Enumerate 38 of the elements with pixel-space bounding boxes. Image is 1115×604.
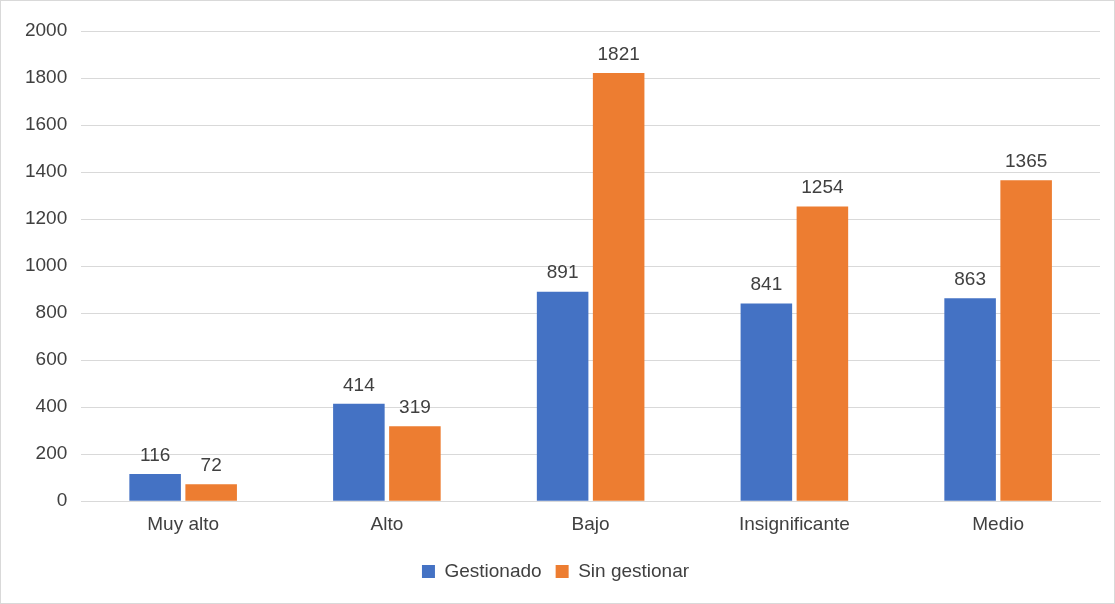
bar	[129, 473, 181, 501]
data-label: 891	[546, 261, 579, 283]
bar	[592, 73, 645, 501]
x-tick-label: Alto	[370, 512, 404, 534]
data-label: 863	[954, 268, 986, 290]
bar	[389, 426, 441, 501]
bar	[536, 291, 589, 501]
y-tick-label: 1600	[24, 113, 68, 135]
y-tick-label: 1200	[24, 207, 68, 229]
data-label: 72	[200, 454, 222, 476]
x-tick-label: Insignificante	[738, 512, 850, 534]
data-label: 116	[139, 443, 171, 465]
y-tick-label: 400	[35, 395, 68, 417]
bar	[333, 403, 385, 501]
y-tick-label: 200	[35, 442, 68, 464]
data-label: 319	[399, 395, 431, 417]
x-tick-label: Bajo	[571, 512, 610, 534]
data-label: 1365	[1005, 150, 1048, 172]
x-tick-label: Medio	[972, 512, 1024, 534]
data-label: 1254	[801, 176, 844, 198]
y-tick-label: 800	[35, 301, 68, 323]
x-tick-label: Muy alto	[147, 512, 220, 534]
y-tick-label: 1800	[24, 66, 68, 88]
y-tick-label: 1400	[24, 160, 68, 182]
y-tick-label: 1000	[24, 254, 68, 276]
bar	[796, 206, 849, 501]
y-tick-label: 0	[56, 489, 68, 511]
bar	[185, 484, 237, 501]
bar	[740, 303, 793, 501]
bar	[1000, 180, 1052, 501]
legend-label: Sin gestionar	[578, 559, 690, 581]
legend-label: Gestionado	[444, 559, 542, 581]
data-label: 841	[750, 273, 783, 295]
data-label: 1821	[597, 42, 640, 64]
y-tick-label: 600	[35, 348, 68, 370]
bar	[944, 298, 996, 501]
y-tick-label: 2000	[24, 19, 68, 41]
data-label: 414	[343, 373, 376, 395]
